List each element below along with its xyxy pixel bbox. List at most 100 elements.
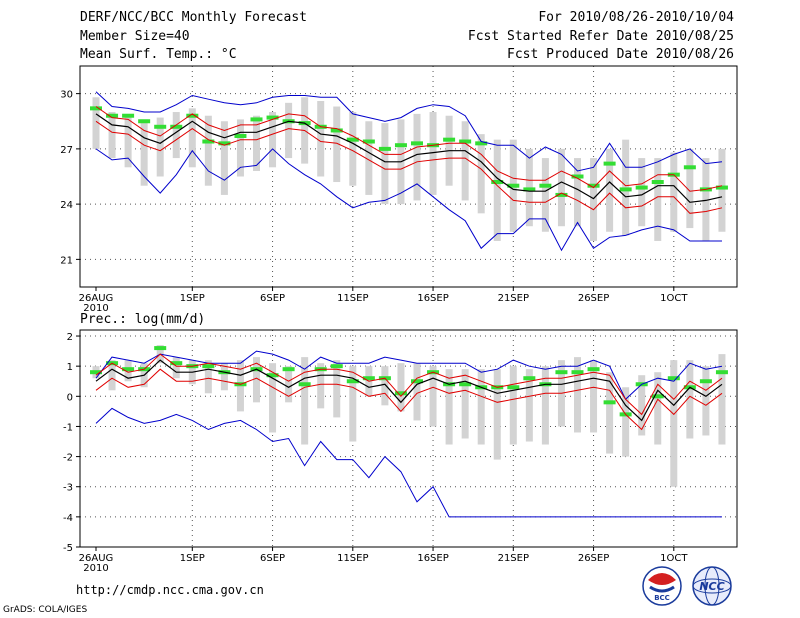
median-mark [346, 379, 359, 384]
source-url: http://cmdp.ncc.cma.gov.cn [76, 583, 264, 597]
ensemble-range-bar [204, 115, 212, 186]
median-mark [507, 385, 520, 390]
ensemble-range-bar [108, 360, 116, 391]
ensemble-range-bar [285, 366, 293, 403]
ensemble-range-bar [557, 148, 565, 227]
y-tick-label: -4 [63, 513, 73, 524]
ensemble-range-bar [333, 360, 341, 418]
x-tick-label: 16SEP [417, 293, 448, 304]
ensemble-range-bar [220, 363, 228, 391]
median-mark [90, 106, 102, 111]
ensemble-range-bar [92, 97, 100, 149]
ensemble-range-bar [590, 360, 598, 433]
upper-envelope-line [95, 350, 723, 401]
ensemble-range-bar [413, 363, 421, 421]
top-panel-variable-label: Mean Surf. Temp.: °C [80, 47, 237, 62]
median-mark [555, 370, 568, 375]
ncc-logo-text: NCC [699, 580, 724, 593]
ensemble-range-bar [269, 363, 277, 433]
ensemble-range-bar [317, 100, 325, 177]
ensemble-range-bar [317, 363, 325, 409]
y-tick-label: 27 [60, 145, 73, 156]
ensemble-range-bar [718, 148, 726, 232]
y-tick-label: 0 [67, 392, 73, 403]
median-mark [346, 137, 359, 142]
x-tick-label: 21SEP [498, 293, 529, 304]
median-mark [411, 379, 423, 384]
ensemble-range-bar [397, 363, 405, 412]
x-tick-year-label: 2010 [83, 563, 108, 574]
median-mark [138, 119, 151, 124]
median-mark [555, 192, 568, 197]
median-mark [250, 117, 263, 122]
ensemble-range-bar [686, 360, 694, 439]
ensemble-range-bar [686, 148, 694, 229]
x-tick-label: 26AUG [79, 553, 114, 564]
ensemble-range-bar [654, 372, 662, 445]
ensemble-range-bar [269, 112, 277, 168]
median-mark [186, 113, 199, 118]
ensemble-range-bar [670, 360, 678, 487]
x-tick-label: 11SEP [337, 553, 368, 564]
median-mark [523, 187, 536, 192]
ensemble-range-bar [429, 366, 437, 427]
plot-frame [79, 65, 738, 288]
ensemble-range-bar [285, 102, 293, 159]
ensemble-range-bar [541, 158, 549, 232]
ensemble-mean-line [95, 359, 723, 422]
median-mark [170, 361, 183, 366]
ensemble-range-bar [413, 113, 421, 201]
ensemble-range-bar [477, 369, 485, 445]
median-mark [699, 379, 712, 384]
median-mark [298, 382, 311, 387]
median-mark [651, 180, 664, 185]
ensemble-range-bar [108, 112, 116, 159]
ensemble-mean-line [95, 113, 723, 203]
ensemble-range-bar [574, 357, 581, 433]
upper-envelope-line [95, 91, 723, 172]
forecast-period-label: For 2010/08/26-2010/10/04 [538, 10, 734, 25]
ensemble-range-bar [509, 366, 517, 445]
plus-sd-line [95, 353, 723, 416]
ensemble-range-bar [606, 148, 614, 232]
ensemble-range-bar [654, 158, 662, 241]
median-mark [715, 185, 728, 190]
median-mark [378, 146, 391, 151]
ensemble-range-bar [638, 375, 646, 436]
x-tick-label: 1SEP [180, 553, 205, 564]
ensemble-range-bar [477, 134, 485, 214]
ensemble-range-bar [702, 158, 710, 241]
ensemble-range-bar [590, 158, 598, 241]
median-mark [603, 400, 616, 405]
fcst-started-label: Fcst Started Refer Date 2010/08/25 [467, 29, 734, 44]
y-tick-label: -5 [63, 543, 73, 554]
x-tick-label: 1OCT [660, 553, 688, 564]
ensemble-range-bar [381, 123, 389, 205]
ensemble-range-bar [461, 121, 469, 201]
minus-sd-line [95, 368, 723, 431]
x-tick-label: 1SEP [180, 293, 205, 304]
y-tick-label: 1 [67, 362, 73, 373]
plus-sd-line [95, 106, 723, 192]
ensemble-range-bar [493, 369, 501, 460]
ensemble-range-bar [574, 158, 581, 227]
ensemble-range-bar [541, 366, 549, 445]
median-mark [394, 143, 407, 148]
median-mark [170, 124, 183, 129]
median-mark [539, 183, 552, 188]
x-tick-label: 26AUG [79, 293, 114, 304]
median-mark [587, 367, 600, 372]
y-tick-label: 24 [60, 200, 73, 211]
ensemble-range-bar [445, 369, 453, 445]
ensemble-range-bar [301, 357, 309, 445]
figure-title: DERF/NCC/BCC Monthly Forecast [80, 10, 307, 25]
median-mark [459, 382, 472, 387]
fcst-produced-label: Fcst Produced Date 2010/08/26 [507, 47, 734, 62]
y-tick-label: -1 [63, 422, 73, 433]
median-mark [202, 364, 215, 369]
x-tick-label: 6SEP [260, 553, 285, 564]
median-mark [459, 139, 472, 144]
median-mark [619, 187, 632, 192]
x-tick-label: 26SEP [578, 293, 609, 304]
minus-sd-line [95, 120, 723, 214]
